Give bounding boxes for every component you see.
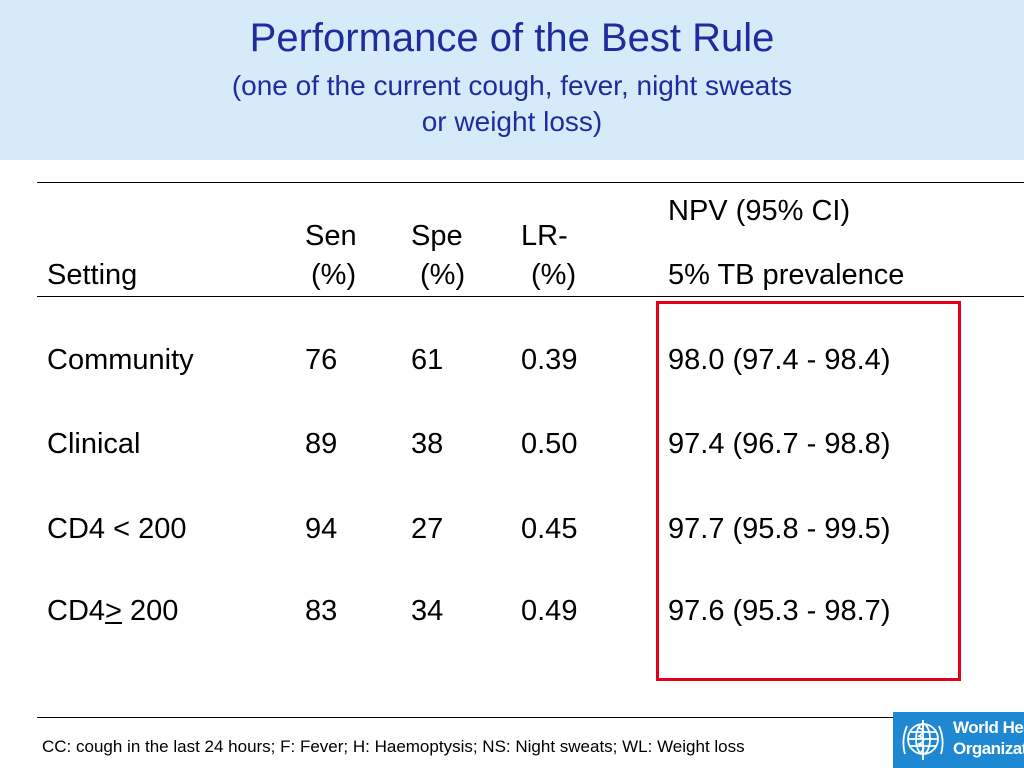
table-bottom-rule [37,717,1024,718]
row-community-spe: 61 [411,344,444,376]
subtitle-line-1: (one of the current cough, fever, night … [231,70,793,101]
header-lr: LR- [521,220,568,252]
row-cd4-above-200-sen: 83 [305,595,338,627]
row-cd4-above-200-npv: 97.6 (95.3 - 98.7) [668,595,891,627]
row-community-npv: 98.0 (97.4 - 98.4) [668,344,891,376]
row-cd4-below-200-lr: 0.45 [521,513,578,545]
who-logo: World Health Organization [893,712,1024,768]
row-cd4-above-200-spe: 34 [411,595,444,627]
setting-suffix: 200 [121,595,179,627]
footnote: CC: cough in the last 24 hours; F: Fever… [42,737,745,756]
who-logo-text: World Health Organization [953,717,1024,759]
row-cd4-below-200-setting: CD4 < 200 [47,513,187,545]
row-cd4-below-200-sen: 94 [305,513,338,545]
header-lr-unit: (%) [531,259,577,291]
row-cd4-below-200-spe: 27 [411,513,444,545]
row-cd4-above-200-lr: 0.49 [521,595,578,627]
header-npv-prevalence: 5% TB prevalence [668,259,905,291]
header-setting: Setting [47,259,138,291]
who-logo-line-1: World Health [953,718,1024,737]
who-logo-line-2: Organization [953,739,1024,758]
table-top-rule [37,182,1024,183]
row-cd4-above-200-setting: CD4> 200 [47,594,178,628]
row-clinical-spe: 38 [411,428,444,460]
slide-title: Performance of the Best Rule [249,16,775,60]
header-spe-unit: (%) [420,259,466,291]
greater-equal-symbol: > [105,595,122,627]
npv-highlight-box [656,301,961,681]
row-community-lr: 0.39 [521,344,578,376]
header-spe: Spe [411,220,463,252]
who-emblem-icon [902,720,944,760]
slide-subtitle: (one of the current cough, fever, night … [0,68,1024,140]
table-header-rule [37,296,1024,297]
row-clinical-setting: Clinical [47,428,141,460]
subtitle-line-2: or weight loss) [421,106,603,137]
row-clinical-lr: 0.50 [521,428,578,460]
row-community-setting: Community [47,344,194,376]
row-cd4-below-200-npv: 97.7 (95.8 - 99.5) [668,513,891,545]
setting-prefix: CD4 [47,595,106,627]
header-sen-unit: (%) [311,259,357,291]
title-band [0,0,1024,160]
row-clinical-npv: 97.4 (96.7 - 98.8) [668,428,891,460]
header-sen: Sen [305,220,357,252]
header-npv: NPV (95% CI) [668,195,851,227]
row-clinical-sen: 89 [305,428,338,460]
row-community-sen: 76 [305,344,338,376]
